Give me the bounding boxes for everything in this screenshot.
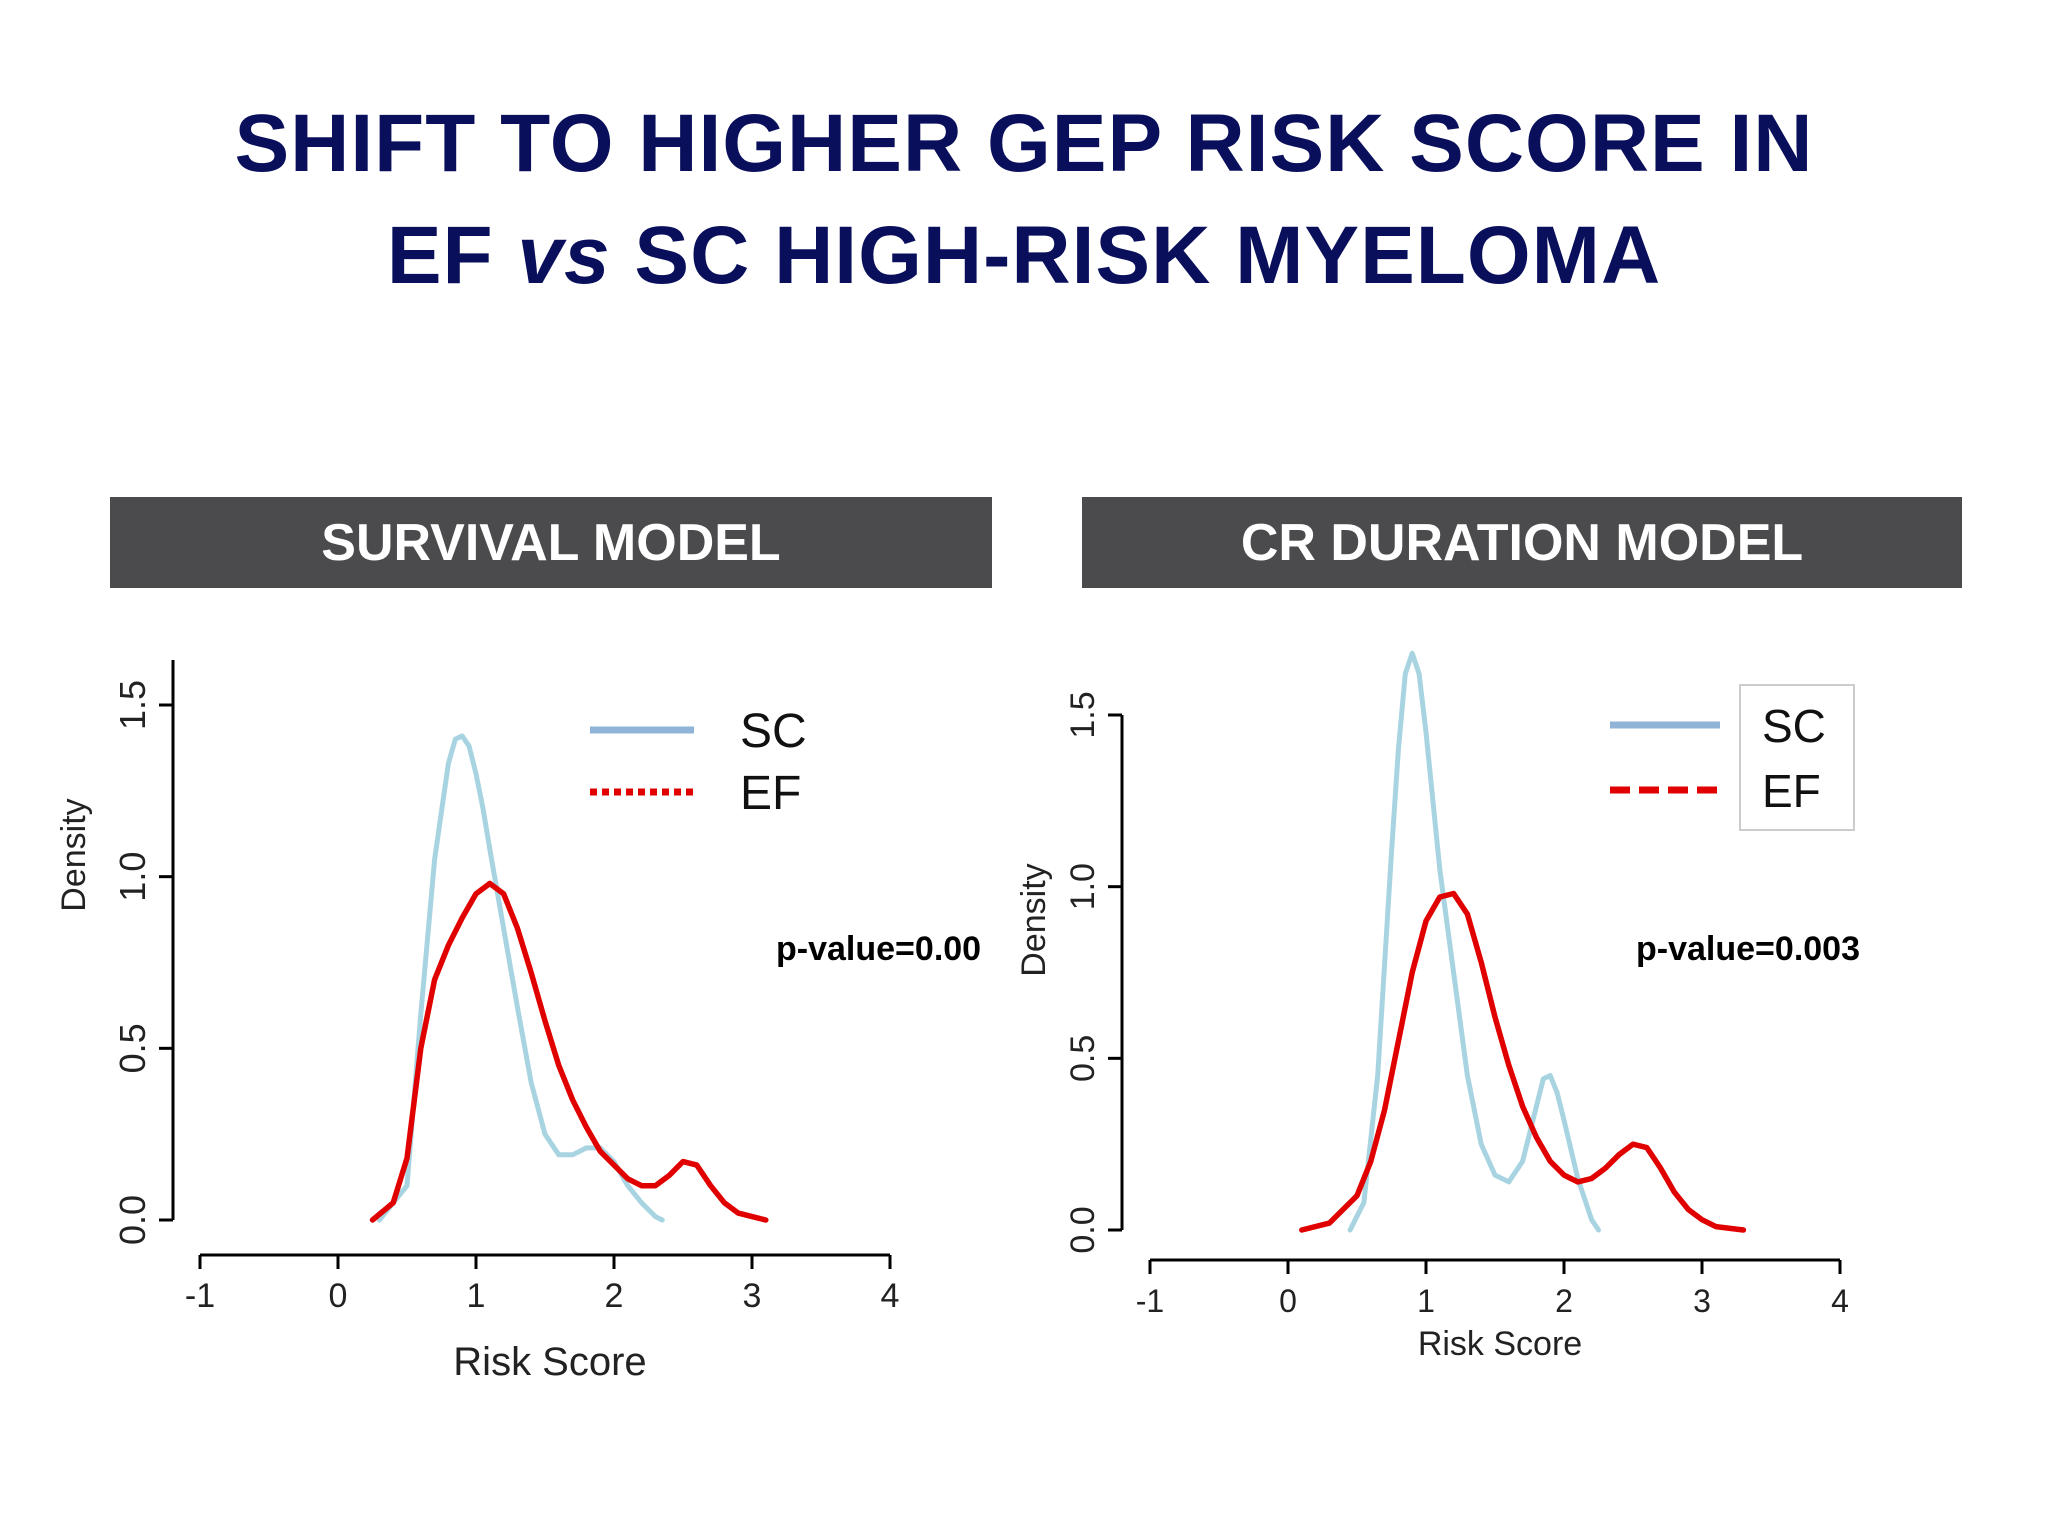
slide-title-line-1: SHIFT TO HIGHER GEP RISK SCORE IN xyxy=(234,98,1814,189)
y-tick-label: 1.0 xyxy=(1064,863,1102,910)
x-tick-label: 0 xyxy=(1279,1283,1297,1319)
series-line-ef xyxy=(369,880,769,1223)
title-vs: vs xyxy=(517,210,611,301)
y-tick-label: 1.0 xyxy=(112,852,153,902)
title-rest: SC HIGH-RISK MYELOMA xyxy=(610,210,1662,301)
p-value-annotation: p-value=0.003 xyxy=(1636,930,1860,968)
x-tick-label: -1 xyxy=(185,1277,215,1315)
series-line-sc xyxy=(1347,650,1601,1233)
x-tick-label: 3 xyxy=(743,1277,762,1315)
y-tick-label: 0.5 xyxy=(112,1023,153,1073)
cr-duration-model-header: CR DURATION MODEL xyxy=(1082,497,1962,588)
y-axis-label: Density xyxy=(1015,863,1053,976)
x-tick-label: 1 xyxy=(467,1277,486,1315)
series-line-ef xyxy=(1299,890,1747,1233)
y-axis-label: Density xyxy=(55,798,93,911)
legend-label-ef: EF xyxy=(1762,765,1821,817)
x-axis-label: Risk Score xyxy=(453,1340,646,1384)
legend-box xyxy=(1739,684,1855,831)
p-value-annotation: p-value=0.007 xyxy=(776,930,980,968)
y-tick-label: 1.5 xyxy=(112,680,153,730)
x-axis-label: Risk Score xyxy=(1418,1325,1582,1363)
legend-label-sc: SC xyxy=(1762,700,1826,752)
x-tick-label: 2 xyxy=(1555,1283,1573,1319)
x-tick-label: -1 xyxy=(1136,1283,1164,1319)
x-tick-label: 1 xyxy=(1417,1283,1435,1319)
slide-title: SHIFT TO HIGHER GEP RISK SCORE IN EF vs … xyxy=(0,88,2048,312)
legend-label-sc: SC xyxy=(740,705,807,758)
survival-model-chart: 0.0 0.5 1.0 1.5 Density -1 0 1 2 3 4 Risk Score SC EF… xyxy=(55,660,980,1384)
survival-model-header: SURVIVAL MODEL xyxy=(110,497,992,588)
y-tick-label: 0.0 xyxy=(1064,1206,1102,1253)
title-ef: EF xyxy=(386,210,518,301)
x-tick-label: 0 xyxy=(329,1277,348,1315)
x-tick-label: 3 xyxy=(1693,1283,1711,1319)
legend-label-ef: EF xyxy=(740,767,801,820)
y-tick-label: 0.0 xyxy=(112,1195,153,1245)
slide-title-line-2: EF vs SC HIGH-RISK MYELOMA xyxy=(0,200,2048,312)
y-tick-label: 1.5 xyxy=(1064,691,1102,738)
x-tick-label: 2 xyxy=(605,1277,624,1315)
series-line-sc xyxy=(376,733,665,1223)
y-tick-label: 0.5 xyxy=(1064,1035,1102,1082)
cr-duration-model-chart: 0.0 0.5 1.0 1.5 Density -1 0 1 2 3 4 Risk Score SC EF… xyxy=(1015,650,1860,1363)
x-tick-label: 4 xyxy=(1831,1283,1849,1319)
x-tick-label: 4 xyxy=(881,1277,900,1315)
